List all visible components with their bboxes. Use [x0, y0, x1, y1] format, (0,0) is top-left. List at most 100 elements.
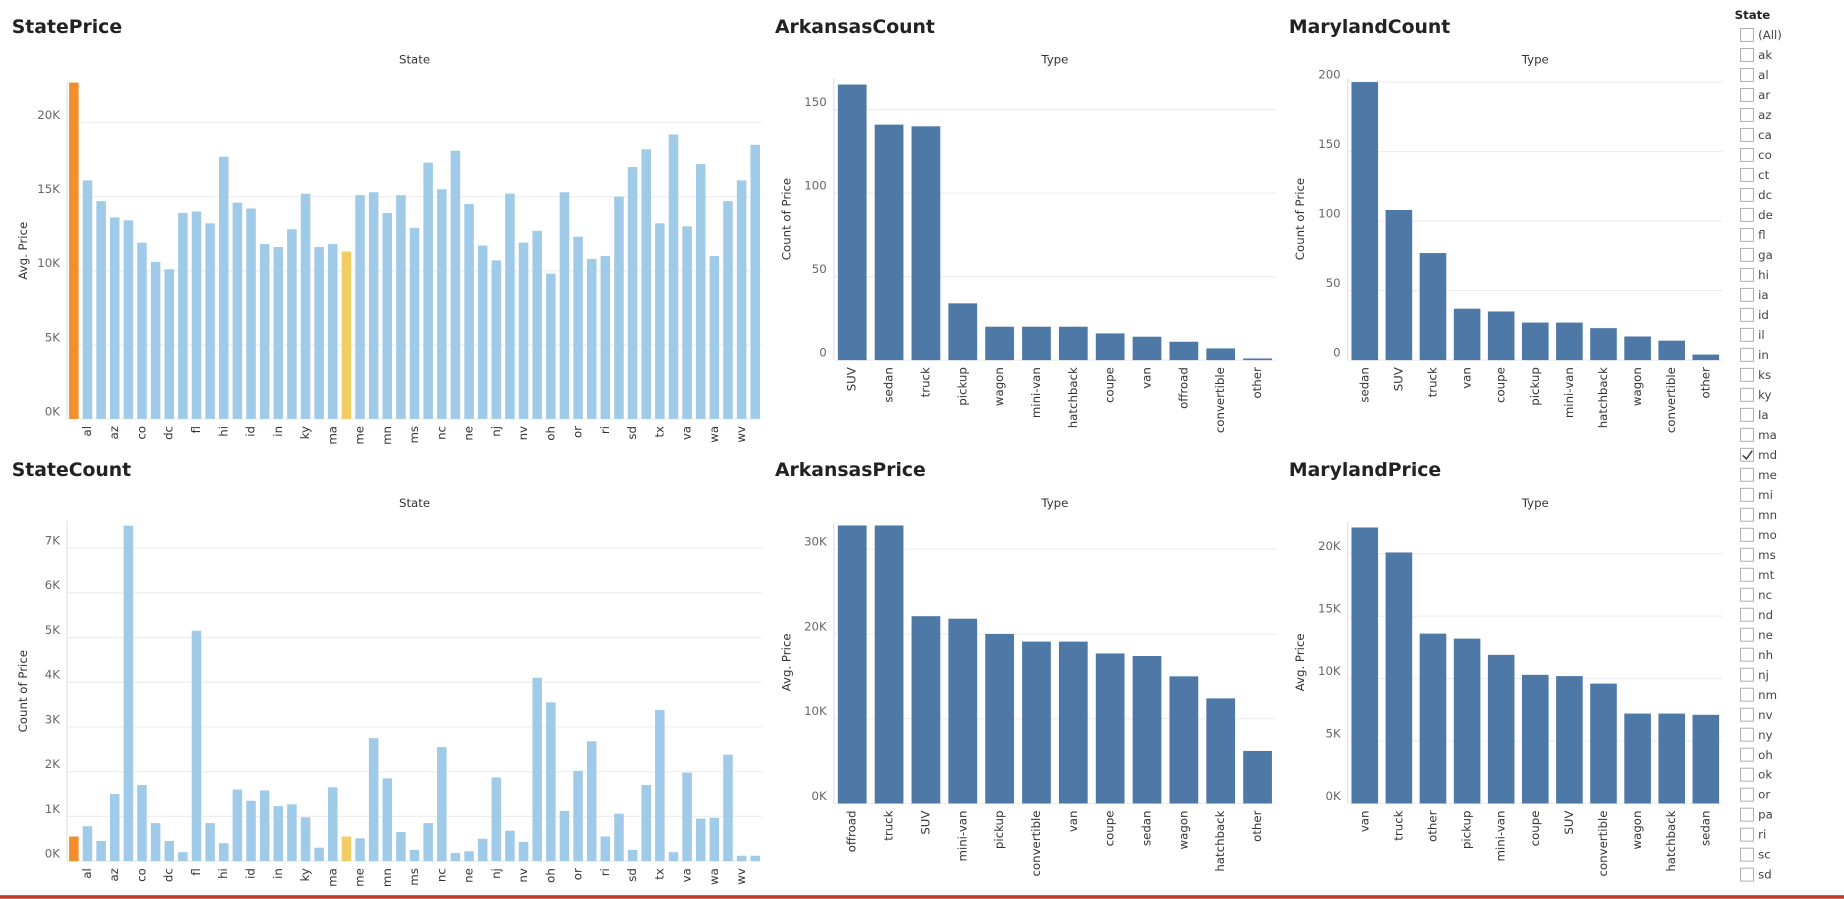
filter-item[interactable]: nm: [1758, 688, 1777, 702]
checkbox[interactable]: [1740, 747, 1754, 762]
filter-item[interactable]: ak: [1758, 48, 1772, 62]
checkbox[interactable]: [1740, 167, 1754, 182]
checkbox[interactable]: [1740, 367, 1754, 382]
filter-item[interactable]: de: [1758, 208, 1773, 222]
checkbox[interactable]: [1740, 187, 1754, 202]
checkbox[interactable]: [1740, 28, 1754, 42]
checkbox[interactable]: [1740, 707, 1754, 722]
filter-item[interactable]: ri: [1758, 828, 1766, 842]
checkbox[interactable]: [1740, 387, 1754, 402]
filter-item[interactable]: nh: [1758, 648, 1773, 662]
filter-item[interactable]: ky: [1758, 388, 1771, 402]
filter-item[interactable]: ca: [1758, 128, 1772, 142]
checkbox[interactable]: [1740, 207, 1754, 222]
filter-item[interactable]: (All): [1758, 28, 1782, 42]
checkbox[interactable]: [1740, 547, 1754, 562]
bar: [137, 242, 147, 419]
filter-item[interactable]: sc: [1758, 848, 1771, 862]
filter-item[interactable]: fl: [1758, 228, 1765, 242]
checkbox[interactable]: [1740, 787, 1754, 802]
x-tick-label: ms: [407, 426, 421, 444]
x-tick-label: coupe: [1103, 811, 1117, 847]
checkbox[interactable]: [1740, 507, 1754, 522]
checkbox[interactable]: [1740, 48, 1754, 62]
filter-item[interactable]: co: [1758, 148, 1772, 162]
y-tick-label: 0K: [812, 789, 827, 803]
checkbox[interactable]: [1740, 807, 1754, 822]
bar: [837, 525, 867, 804]
filter-item[interactable]: oh: [1758, 748, 1773, 762]
checkbox[interactable]: [1740, 147, 1754, 162]
filter-item[interactable]: ms: [1758, 548, 1776, 562]
checkbox[interactable]: [1740, 267, 1754, 282]
checkbox[interactable]: [1740, 127, 1754, 142]
filter-item[interactable]: ct: [1758, 168, 1769, 182]
filter-item[interactable]: ar: [1758, 88, 1770, 102]
filter-item[interactable]: ny: [1758, 728, 1772, 742]
checkbox[interactable]: [1740, 307, 1754, 322]
bar: [600, 836, 611, 862]
filter-item[interactable]: nd: [1758, 608, 1773, 622]
checkbox[interactable]: [1740, 347, 1754, 362]
checkbox[interactable]: [1740, 847, 1754, 862]
filter-item[interactable]: az: [1758, 108, 1771, 122]
filter-item[interactable]: la: [1758, 408, 1768, 422]
filter-item[interactable]: hi: [1758, 268, 1769, 282]
filter-item[interactable]: me: [1758, 468, 1777, 482]
bar: [1385, 552, 1413, 804]
filter-item[interactable]: sd: [1758, 868, 1772, 882]
filter-item[interactable]: or: [1758, 788, 1770, 802]
checkbox[interactable]: [1740, 407, 1754, 422]
checkbox[interactable]: [1740, 867, 1754, 882]
filter-item[interactable]: il: [1758, 328, 1765, 342]
x-tick-label: van: [1066, 811, 1080, 833]
checkbox[interactable]: [1740, 587, 1754, 602]
checkbox[interactable]: [1740, 287, 1754, 302]
bar: [1453, 308, 1481, 361]
checkbox[interactable]: [1740, 527, 1754, 542]
checkbox[interactable]: [1740, 87, 1754, 102]
filter-item[interactable]: dc: [1758, 188, 1772, 202]
x-tick-label: wa: [707, 868, 721, 885]
filter-item[interactable]: ia: [1758, 288, 1768, 302]
filter-item[interactable]: nc: [1758, 588, 1772, 602]
filter-item[interactable]: ga: [1758, 248, 1773, 262]
checkbox[interactable]: [1740, 827, 1754, 842]
bar: [874, 124, 904, 361]
checkbox[interactable]: [1740, 727, 1754, 742]
filter-item[interactable]: mo: [1758, 528, 1777, 542]
filter-item[interactable]: ne: [1758, 628, 1773, 642]
filter-item[interactable]: in: [1758, 348, 1769, 362]
filter-item[interactable]: pa: [1758, 808, 1773, 822]
checkbox[interactable]: [1740, 427, 1754, 442]
checkbox[interactable]: [1740, 687, 1754, 702]
bar: [1692, 714, 1720, 804]
filter-item[interactable]: md: [1758, 448, 1777, 462]
bar: [682, 226, 692, 419]
filter-item[interactable]: nv: [1758, 708, 1772, 722]
filter-item[interactable]: ma: [1758, 428, 1777, 442]
filter-item[interactable]: al: [1758, 68, 1768, 82]
checkbox[interactable]: [1740, 327, 1754, 342]
checkbox[interactable]: [1740, 667, 1754, 682]
checkbox[interactable]: [1740, 767, 1754, 782]
filter-item[interactable]: ks: [1758, 368, 1771, 382]
checkbox[interactable]: [1740, 467, 1754, 482]
filter-item[interactable]: mi: [1758, 488, 1773, 502]
checkbox[interactable]: [1740, 607, 1754, 622]
checkbox[interactable]: [1740, 447, 1754, 462]
x-tick-label: coupe: [1103, 367, 1117, 403]
checkbox[interactable]: [1740, 647, 1754, 662]
checkbox[interactable]: [1740, 227, 1754, 242]
checkbox[interactable]: [1740, 67, 1754, 82]
filter-item[interactable]: ok: [1758, 768, 1772, 782]
filter-item[interactable]: mn: [1758, 508, 1777, 522]
filter-item[interactable]: mt: [1758, 568, 1774, 582]
filter-item[interactable]: nj: [1758, 668, 1769, 682]
filter-item[interactable]: id: [1758, 308, 1769, 322]
checkbox[interactable]: [1740, 487, 1754, 502]
checkbox[interactable]: [1740, 247, 1754, 262]
checkbox[interactable]: [1740, 567, 1754, 582]
checkbox[interactable]: [1740, 627, 1754, 642]
checkbox[interactable]: [1740, 107, 1754, 122]
